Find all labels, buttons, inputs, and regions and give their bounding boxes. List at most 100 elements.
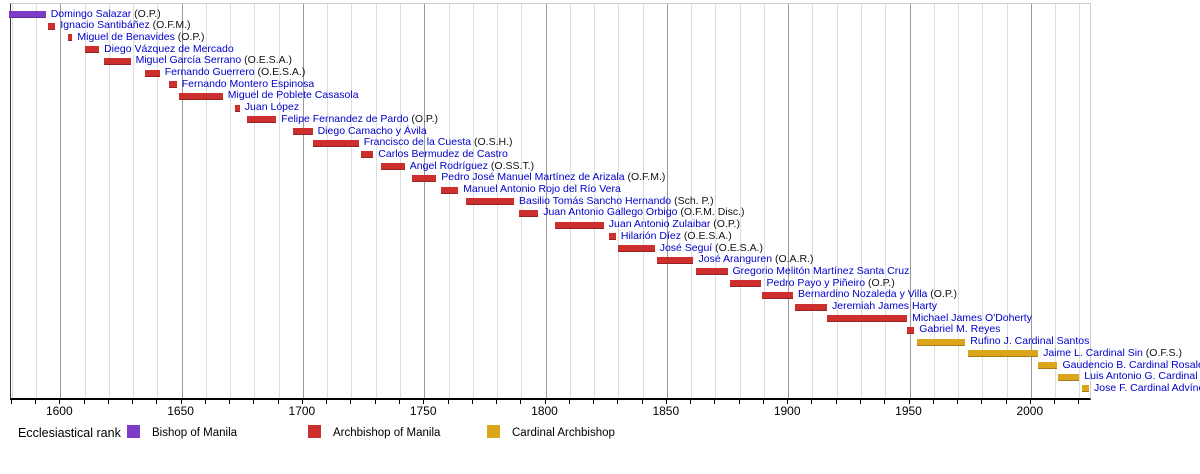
religious-order-label: (O.P.) (927, 288, 957, 301)
person-link[interactable]: Angel Rodríguez (409, 159, 489, 172)
bar-label: Michael James O'Doherty (912, 311, 1032, 324)
gridline-major (302, 4, 304, 398)
gridline-minor (11, 4, 13, 398)
person-link[interactable]: Juan Antonio Gallego Orbigo (543, 206, 678, 219)
gridline-minor (812, 4, 814, 398)
axis-tick (447, 399, 449, 404)
religious-order-label: (O.F.M. Disc.) (677, 206, 745, 219)
axis-tick (811, 399, 813, 404)
bar-label: Luis Antonio G. Cardinal Tagle (1084, 371, 1200, 382)
gridline-minor (763, 4, 765, 398)
timeline-bar (179, 92, 223, 100)
person-link[interactable]: Hilarión Díez (620, 229, 681, 242)
gridline-minor (36, 4, 37, 398)
axis-tick (10, 399, 12, 404)
timeline-bar (1057, 373, 1080, 381)
axis-tick (132, 399, 133, 404)
gridline-major (181, 4, 183, 398)
timeline-bar (235, 104, 240, 112)
timeline-bar (696, 268, 728, 276)
axis-tick-label: 1650 (167, 404, 194, 418)
person-link[interactable]: Miguel de Poblete Casasola (227, 89, 359, 102)
gridline-minor (861, 4, 862, 398)
person-link[interactable]: Manuel Antonio Rojo del Río Vera (463, 183, 621, 195)
religious-order-label: (Sch. P.) (671, 194, 714, 207)
axis-tick (714, 399, 716, 404)
axis-tick (83, 399, 85, 404)
person-link[interactable]: Felipe Fernandez de Pardo (281, 112, 409, 125)
axis-tick (690, 399, 692, 404)
gridline-minor (715, 4, 717, 398)
timeline-bar (827, 315, 908, 323)
person-link[interactable]: Fernando Montero Espinosa (181, 77, 315, 90)
bar-label: Carlos Bermudez de Castro (378, 147, 508, 160)
religious-order-label: (O.E.S.A.) (254, 66, 306, 78)
axis-tick (1029, 399, 1031, 404)
person-link[interactable]: Michael James O'Doherty (912, 311, 1032, 324)
person-link[interactable]: Domingo Salazar (50, 7, 132, 20)
person-link[interactable]: Francisco de la Cuesta (363, 136, 472, 149)
legend-label-archbishop: Archbishop of Manila (333, 427, 441, 439)
axis-tick (496, 399, 497, 404)
bar-label: Domingo Salazar (O.P.) (50, 7, 161, 20)
bar-label: Jose F. Cardinal Advíncula (1094, 381, 1200, 394)
axis-tick-label: 2000 (1016, 404, 1044, 418)
person-link[interactable]: Luis Antonio G. Cardinal Tagle (1084, 370, 1200, 383)
person-link[interactable]: Diego Camacho y Ávila (317, 124, 427, 137)
bar-label: Fernando Montero Espinosa (181, 77, 315, 90)
person-link[interactable]: Juan Antonio Zulaibar (608, 218, 711, 231)
bar-label: Miguel García Serrano (O.E.S.A.) (136, 55, 292, 66)
person-link[interactable]: Fernando Guerrero (164, 66, 255, 78)
religious-order-label: (O.E.S.A.) (681, 229, 732, 242)
gridline-minor (448, 4, 450, 398)
timeline-bar (761, 291, 793, 299)
axis-tick (1005, 399, 1007, 404)
gridline-minor (885, 4, 887, 398)
person-link[interactable]: Juan López (244, 101, 300, 114)
person-link[interactable]: Jeremiah James Harty (832, 300, 938, 312)
bar-label: Ignacio Santibáñez (O.F.M.) (60, 20, 190, 31)
person-link[interactable]: Rufino J. Cardinal Santos (970, 335, 1090, 348)
person-link[interactable]: Bernardino Nozaleda y Villa (798, 288, 928, 301)
person-link[interactable]: Gregorio Melitón Martínez Santa Cruz (732, 264, 910, 277)
religious-order-label: (O.E.S.A.) (241, 54, 292, 67)
gridline-major (424, 4, 426, 398)
gridline-minor (1079, 4, 1081, 398)
person-link[interactable]: Jaime L. Cardinal Sin (1043, 346, 1143, 359)
person-link[interactable]: Ignacio Santibáñez (60, 19, 150, 32)
person-link[interactable]: Basilio Tomás Sancho Hernando (519, 194, 672, 207)
person-link[interactable]: Jose F. Cardinal Advíncula (1094, 381, 1200, 394)
timeline-bar (9, 11, 46, 18)
religious-order-label: (O.SS.T.) (488, 159, 535, 172)
gridline-minor (642, 4, 644, 398)
axis-tick (156, 399, 158, 404)
religious-order-label: (O.P.) (131, 7, 161, 20)
legend-title: Ecclesiastical rank (18, 426, 121, 440)
axis-tick (1054, 399, 1056, 404)
axis-tick (835, 399, 837, 404)
axis-tick (884, 399, 886, 404)
bar-label: Juan Antonio Gallego Orbigo (O.F.M. Disc… (543, 207, 744, 218)
legend-label-cardinal: Cardinal Archbishop (512, 427, 615, 439)
religious-order-label: (O.E.S.A.) (712, 241, 763, 254)
timeline-bar (518, 209, 539, 217)
timeline-bar (555, 221, 604, 229)
person-link[interactable]: Gabriel M. Reyes (919, 323, 1001, 336)
timeline-bar (67, 34, 73, 42)
person-link[interactable]: José Seguí (659, 241, 713, 254)
gridline-minor (933, 4, 935, 398)
axis-tick (423, 399, 425, 404)
person-link[interactable]: Pedro Payo y Piñeiro (766, 276, 866, 289)
religious-order-label: (O.P.) (865, 276, 895, 289)
person-link[interactable]: Carlos Bermudez de Castro (378, 147, 508, 160)
gridline-minor (133, 4, 134, 398)
gridline-major (60, 4, 62, 398)
person-link[interactable]: Diego Vázquez de Mercado (104, 42, 234, 55)
axis-tick (301, 399, 303, 404)
person-link[interactable]: Miguel de Benavides (77, 30, 175, 43)
gridline-minor (836, 4, 838, 398)
person-link[interactable]: Pedro José Manuel Martínez de Arizala (441, 171, 625, 184)
person-link[interactable]: Miguel García Serrano (135, 54, 242, 67)
person-link[interactable]: Gaudencio B. Cardinal Rosales (1062, 358, 1200, 371)
person-link[interactable]: José Aranguren (698, 253, 773, 266)
